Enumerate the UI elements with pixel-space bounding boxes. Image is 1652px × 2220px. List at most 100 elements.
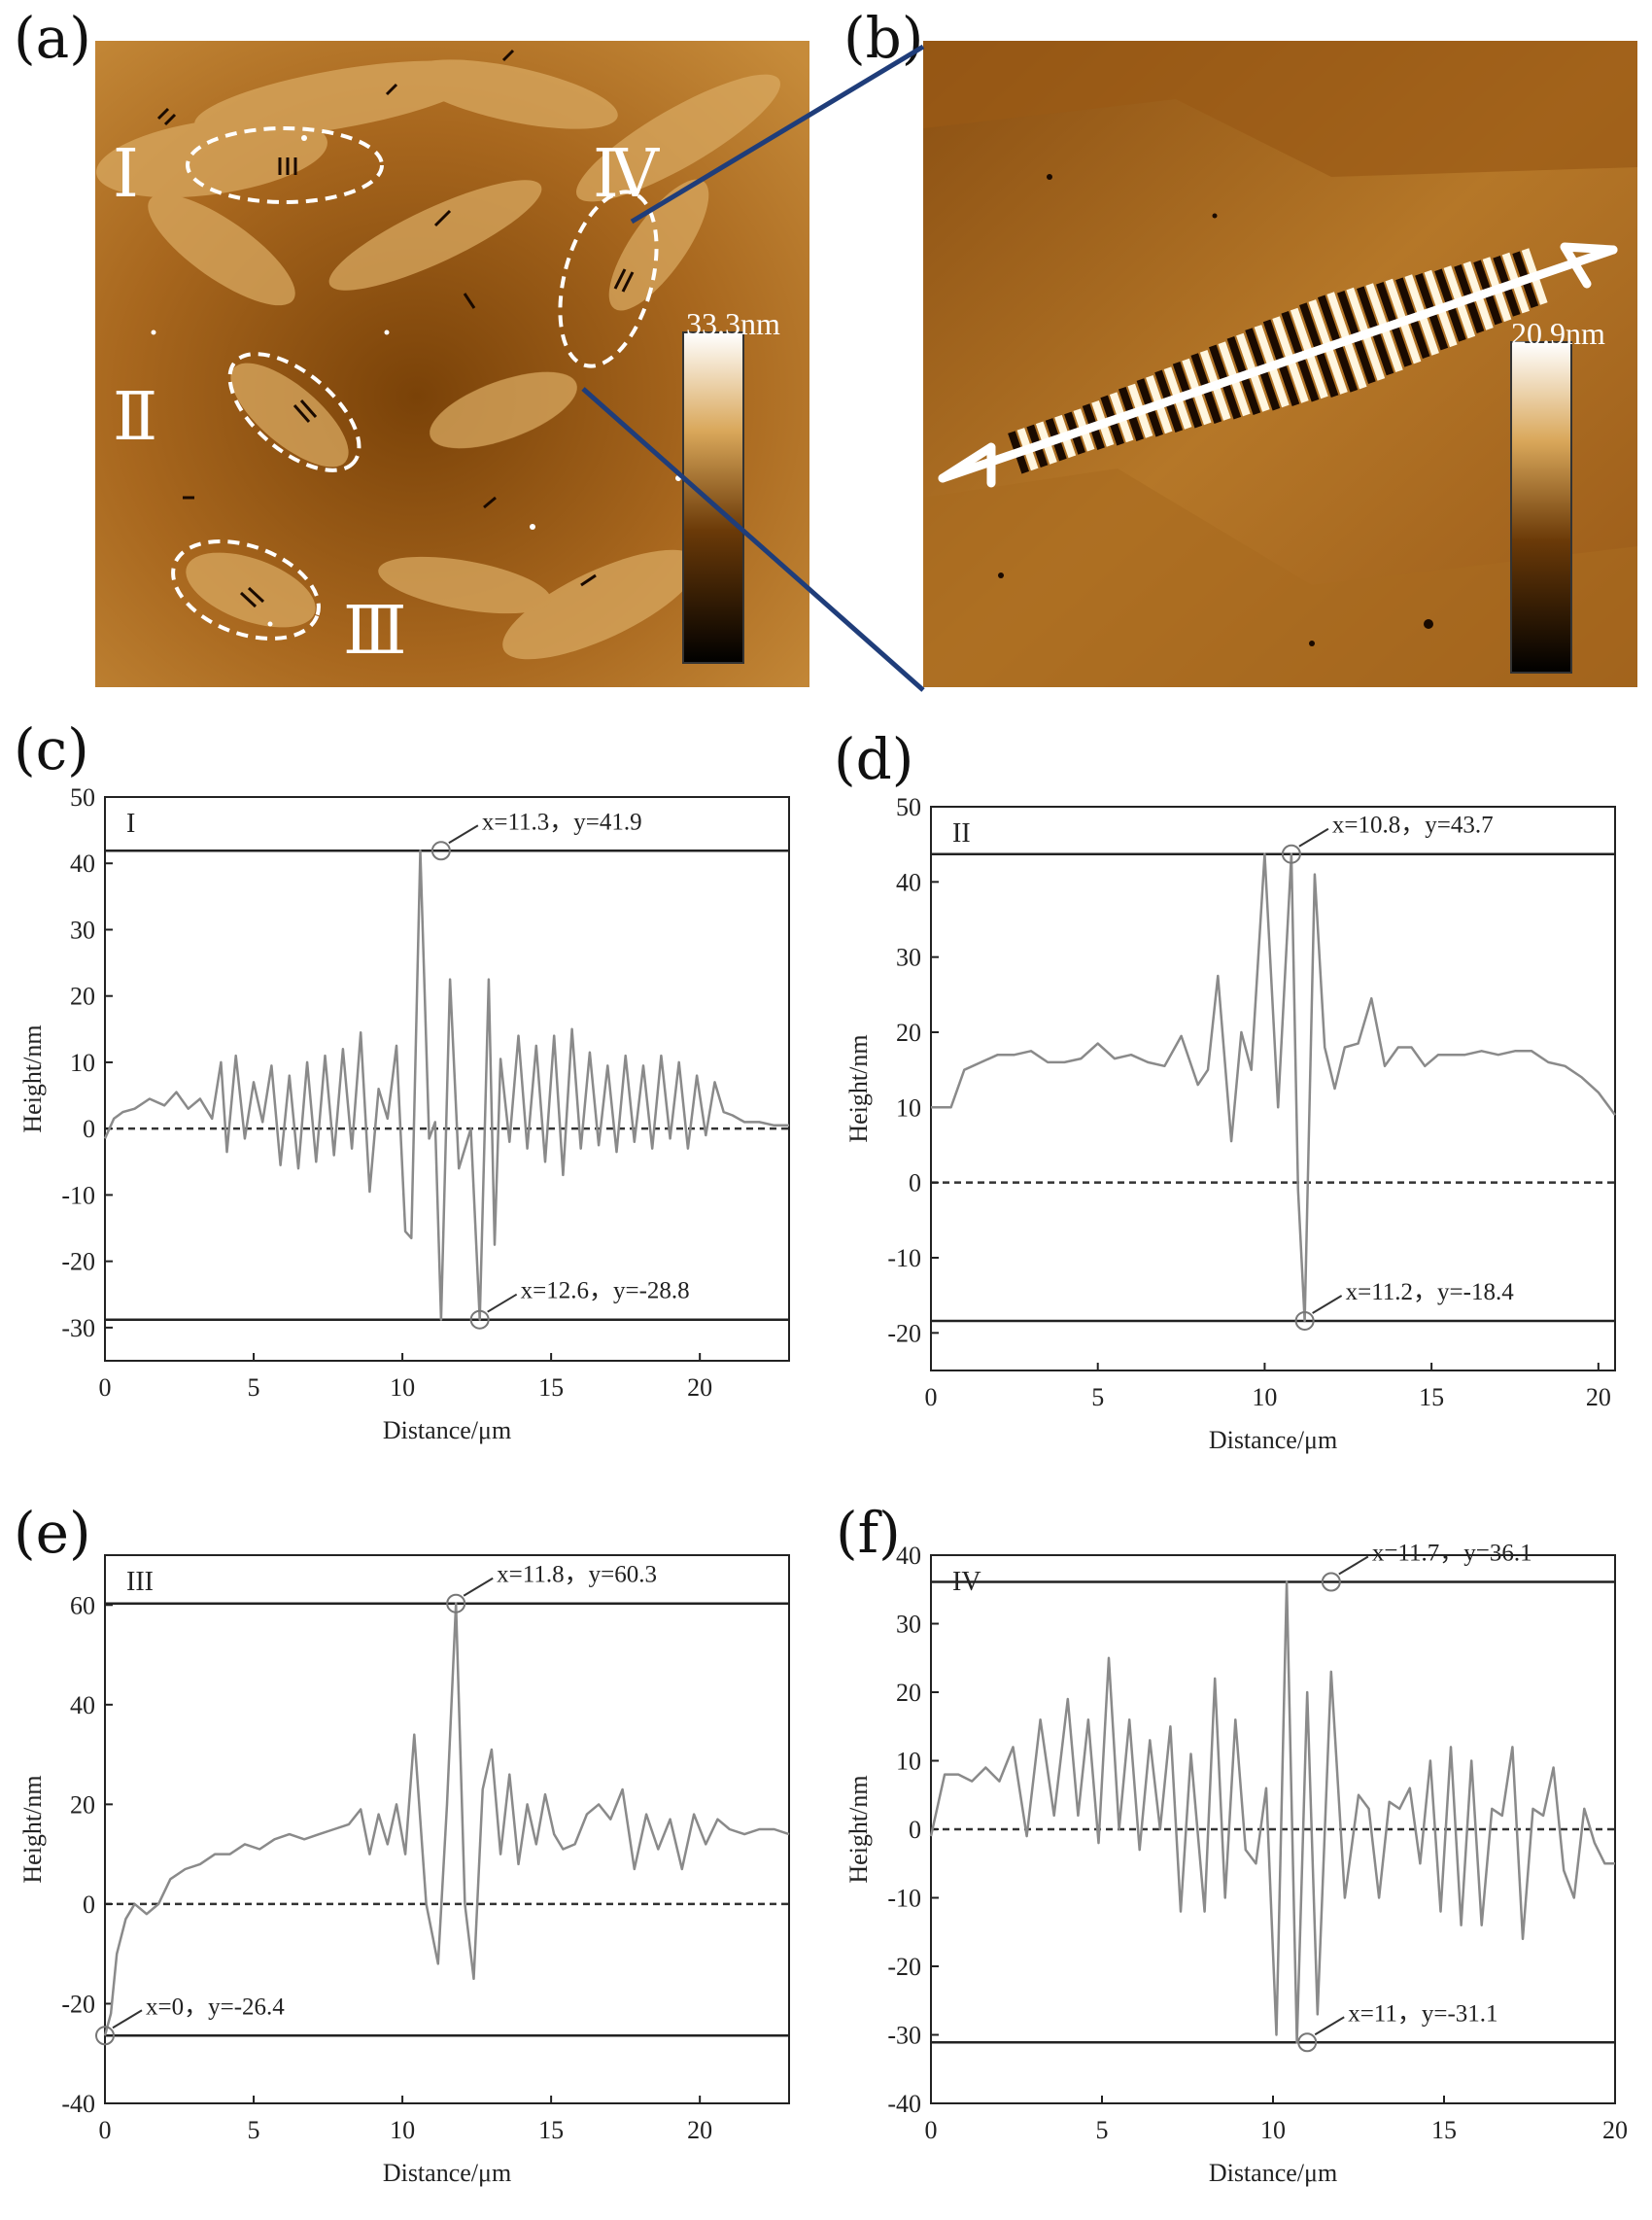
max-callout-line	[463, 1577, 494, 1597]
x-tick-label: 20	[687, 1373, 712, 1402]
min-annotation: x=11，y=-31.1	[1348, 2000, 1497, 2027]
y-tick-label: 10	[896, 1093, 921, 1122]
height-profile-line	[929, 1580, 1615, 2044]
y-tick-label: 40	[896, 1542, 921, 1570]
max-callout-line	[1298, 827, 1329, 848]
min-point-marker	[1297, 2032, 1318, 2053]
y-tick-label: 10	[896, 1748, 921, 1776]
y-tick-label: 0	[83, 1115, 95, 1143]
x-tick-label: 0	[99, 2116, 112, 2144]
max-point-marker	[1281, 844, 1301, 864]
plot-frame	[930, 806, 1616, 1371]
max-callout-line	[448, 824, 479, 845]
connector-lines	[581, 44, 925, 692]
panel-label-c: (c)	[14, 716, 89, 782]
max-callout-line	[1338, 1555, 1369, 1576]
panel-label-e: (e)	[14, 1500, 91, 1566]
y-axis-label: Height/nm	[844, 1034, 873, 1142]
x-axis-label: Distance/μm	[383, 1416, 511, 1444]
min-callout-line	[487, 1293, 518, 1313]
height-profile-line	[931, 852, 1617, 1323]
region-label: II	[952, 818, 971, 849]
y-tick-label: 0	[909, 1816, 921, 1844]
x-axis-label: Distance/μm	[383, 2159, 511, 2187]
region-ellipse-ii	[227, 352, 361, 472]
color-scale-max-a: 33.3nm	[686, 306, 780, 341]
x-tick-label: 20	[687, 2116, 712, 2144]
color-scale-max-b: 20.9nm	[1511, 316, 1605, 351]
y-tick-label: 50	[896, 793, 921, 821]
x-tick-label: 20	[1586, 1383, 1611, 1411]
x-tick-label: 5	[248, 2116, 260, 2144]
y-axis-label: Height/nm	[18, 1024, 47, 1132]
y-tick-label: 10	[70, 1049, 95, 1077]
height-profile-chart-e: 0 5 10 15 20 -40 -20 0 20 40 60 Distance/μm Height/n…	[18, 1554, 790, 2187]
y-tick-label: -10	[887, 1244, 921, 1272]
region-label-ii: Ⅱ	[113, 380, 157, 454]
y-tick-label: -40	[887, 2090, 921, 2118]
y-tick-label: -30	[887, 2022, 921, 2050]
color-scale-bar-a	[682, 331, 744, 664]
x-tick-label: 15	[1431, 2116, 1457, 2144]
y-tick-label: -10	[61, 1181, 95, 1209]
region-label: III	[126, 1567, 154, 1597]
region-label: I	[126, 809, 135, 839]
y-tick-label: 0	[909, 1169, 921, 1197]
max-annotation: x=10.8，y=43.7	[1332, 813, 1494, 839]
x-tick-label: 5	[1096, 2116, 1109, 2144]
x-tick-label: 10	[1252, 1383, 1277, 1411]
region-ellipse-iii	[171, 539, 321, 641]
region-label-iii: Ⅲ	[343, 594, 407, 668]
min-point-marker	[1294, 1310, 1315, 1331]
y-tick-label: -20	[61, 1248, 95, 1276]
x-tick-label: 10	[390, 1373, 415, 1402]
min-annotation: x=12.6，y=-28.8	[521, 1278, 690, 1304]
y-tick-label: -20	[887, 1319, 921, 1347]
min-callout-line	[1312, 1295, 1343, 1314]
x-tick-label: 5	[1091, 1383, 1104, 1411]
height-profile-line	[103, 1602, 790, 2036]
x-axis-label: Distance/μm	[1209, 1426, 1337, 1454]
y-tick-label: 60	[70, 1591, 95, 1619]
y-tick-label: 20	[70, 1790, 95, 1819]
max-point-marker	[430, 841, 451, 861]
y-tick-label: 20	[896, 1679, 921, 1707]
y-tick-label: -30	[61, 1314, 95, 1342]
height-profile-line	[103, 850, 789, 1321]
max-point-marker	[446, 1593, 466, 1613]
min-callout-line	[112, 2009, 143, 2029]
y-tick-label: 20	[70, 983, 95, 1011]
x-tick-label: 0	[925, 2116, 938, 2144]
x-tick-label: 5	[248, 1373, 260, 1402]
panel-label-a: (a)	[14, 5, 91, 71]
min-callout-line	[1314, 2016, 1345, 2036]
afm-image-b: 20.9nm	[923, 41, 1637, 687]
plot-frame	[104, 796, 790, 1362]
height-profile-chart-f: 0 5 10 15 20 -40 -30 -20 -10 0 10 20 30 40 Distance/μm…	[844, 1540, 1628, 2187]
x-tick-label: 10	[1260, 2116, 1286, 2144]
max-annotation: x=11.7，y=36.1	[1372, 1540, 1532, 1566]
x-tick-label: 0	[99, 1373, 112, 1402]
y-axis-label: Height/nm	[18, 1775, 47, 1883]
x-tick-label: 0	[925, 1383, 938, 1411]
y-tick-label: 20	[896, 1019, 921, 1047]
y-tick-label: 0	[83, 1890, 95, 1919]
y-tick-label: 30	[70, 916, 95, 944]
x-axis-label: Distance/μm	[1209, 2159, 1337, 2187]
region-ellipse-i	[186, 126, 384, 204]
x-tick-label: 10	[390, 2116, 415, 2144]
max-point-marker	[1321, 1572, 1341, 1592]
height-profile-chart-c: 0 5 10 15 20 -30 -20 -10 0 10 20 30 40 50 Distance/μm H…	[18, 783, 790, 1444]
y-tick-label: -20	[61, 1990, 95, 2018]
panel-label-f: (f)	[836, 1500, 901, 1566]
min-point-marker	[95, 2026, 115, 2046]
region-label-iv: Ⅳ	[593, 137, 660, 211]
height-profile-chart-d: 0 5 10 15 20 -20 -10 0 10 20 30 40 50 Distance/μm Heig…	[844, 793, 1617, 1454]
y-tick-label: -10	[887, 1885, 921, 1913]
y-tick-label: 40	[896, 868, 921, 896]
min-annotation: x=11.2，y=-18.4	[1346, 1279, 1515, 1305]
min-annotation: x=0，y=-26.4	[146, 1994, 285, 2020]
y-tick-label: 40	[70, 850, 95, 878]
max-annotation: x=11.3，y=41.9	[482, 809, 642, 835]
y-tick-label: 30	[896, 1611, 921, 1639]
